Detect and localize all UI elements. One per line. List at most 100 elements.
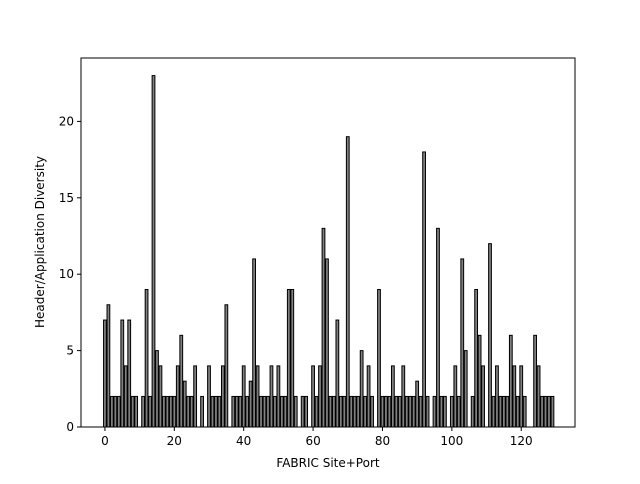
bar	[238, 395, 243, 428]
bar	[311, 365, 315, 428]
bar	[290, 288, 295, 428]
plot-frame	[80, 57, 576, 428]
bar	[394, 395, 399, 428]
bar	[286, 288, 291, 428]
bar	[165, 395, 170, 428]
bar	[314, 395, 319, 428]
bar	[533, 334, 537, 428]
bar	[162, 395, 166, 428]
bar	[498, 395, 503, 428]
bar	[186, 395, 191, 428]
bar	[363, 395, 368, 428]
bar	[269, 365, 274, 428]
bar	[106, 304, 111, 428]
bar	[408, 395, 413, 428]
bar	[359, 350, 364, 428]
bar	[356, 395, 361, 428]
bar	[245, 395, 250, 428]
bar	[495, 365, 499, 428]
bar	[273, 395, 277, 428]
bar	[151, 75, 156, 428]
bar	[540, 395, 544, 428]
bar	[380, 395, 385, 428]
bar	[332, 395, 336, 428]
bar	[224, 304, 229, 428]
bar	[543, 395, 548, 428]
bar	[127, 319, 132, 428]
y-axis-label: Header/Application Diversity	[33, 156, 47, 328]
bar	[325, 258, 329, 428]
bar	[141, 395, 145, 428]
bar	[404, 395, 409, 428]
bar	[321, 227, 326, 428]
bar	[342, 395, 347, 428]
x-axis-label: FABRIC Site+Port	[276, 456, 379, 470]
bar	[220, 365, 225, 428]
bar	[335, 319, 340, 428]
bar	[293, 395, 298, 428]
bar	[266, 395, 270, 428]
bar	[304, 395, 309, 428]
bar	[550, 395, 555, 428]
bar	[148, 395, 152, 428]
x-tick-label: 0	[101, 434, 109, 448]
bar	[470, 395, 475, 428]
bar	[168, 395, 173, 428]
bar	[401, 365, 406, 428]
bar	[488, 243, 492, 428]
bar	[328, 395, 333, 428]
bar	[474, 288, 479, 428]
bar	[522, 395, 527, 428]
bar	[231, 395, 236, 428]
bar	[456, 395, 461, 428]
bar	[352, 395, 357, 428]
bar	[113, 395, 118, 428]
y-tick-label: 15	[59, 191, 74, 205]
bar	[432, 395, 437, 428]
bar	[418, 395, 423, 428]
bar	[425, 395, 430, 428]
bar	[217, 395, 222, 428]
x-tick-label: 80	[375, 434, 390, 448]
y-tick-label: 20	[59, 114, 74, 128]
bar	[547, 395, 551, 428]
y-tick-label: 0	[66, 420, 74, 434]
bar	[449, 395, 454, 428]
bar	[175, 365, 180, 428]
bar	[207, 365, 211, 428]
bar	[477, 334, 482, 428]
bar	[481, 365, 485, 428]
bar	[349, 395, 354, 428]
bar	[338, 395, 343, 428]
bar	[515, 395, 520, 428]
bar	[179, 334, 184, 428]
bar	[262, 395, 267, 428]
bar	[384, 395, 388, 428]
bar	[519, 365, 524, 428]
bar	[172, 395, 177, 428]
x-tick-label: 100	[440, 434, 463, 448]
bar	[460, 258, 465, 428]
x-tick-label: 120	[510, 434, 533, 448]
x-tick-label: 40	[236, 434, 251, 448]
bar	[377, 288, 381, 428]
bar	[536, 365, 541, 428]
bar	[283, 395, 288, 428]
bar	[512, 365, 517, 428]
bar	[422, 151, 426, 428]
bar	[109, 395, 114, 428]
bar	[415, 380, 420, 428]
bar	[279, 395, 284, 428]
bar	[144, 288, 149, 428]
bar	[387, 395, 392, 428]
x-tick-label: 20	[167, 434, 182, 448]
bar	[210, 395, 215, 428]
x-tick-label: 60	[305, 434, 320, 448]
bar	[508, 334, 513, 428]
bar	[252, 258, 256, 428]
bar	[189, 395, 194, 428]
bar	[491, 395, 496, 428]
bar	[318, 365, 322, 428]
bar	[439, 395, 444, 428]
